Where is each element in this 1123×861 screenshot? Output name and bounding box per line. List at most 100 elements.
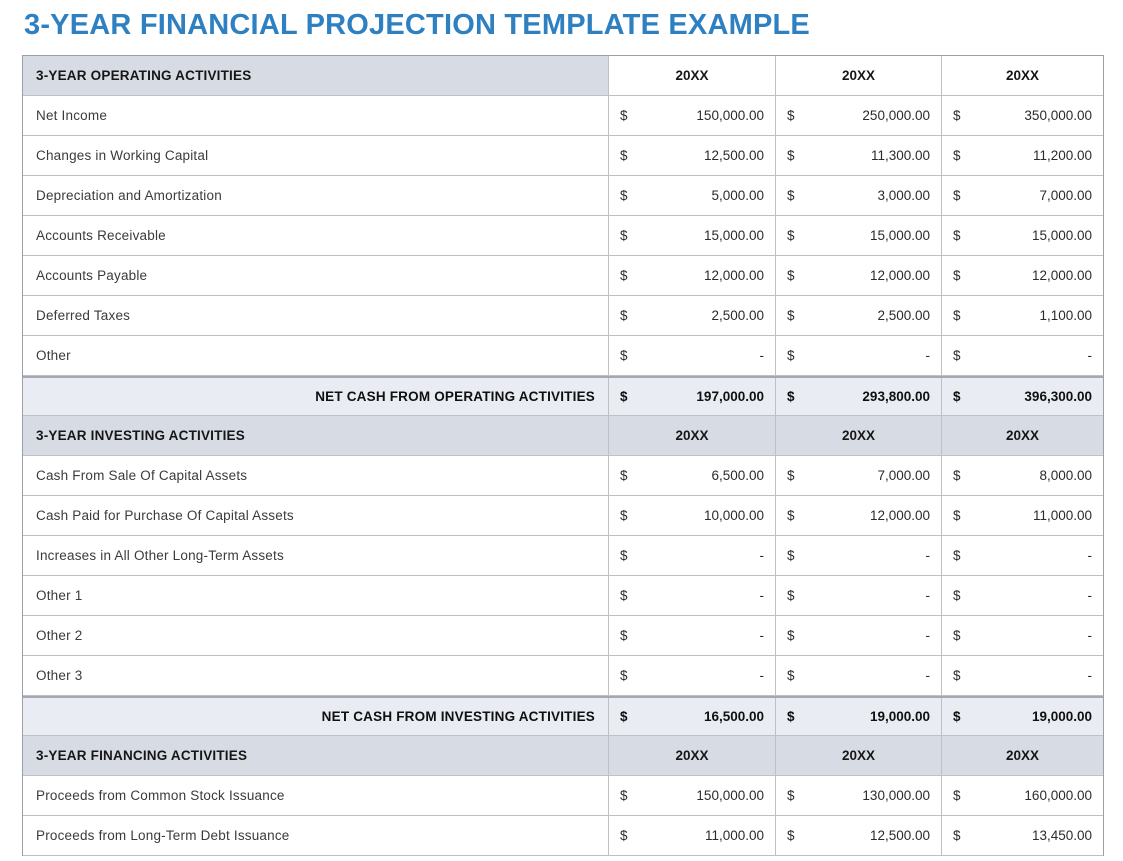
- section-header-label: 3-YEAR OPERATING ACTIVITIES: [23, 56, 609, 95]
- table-row: Accounts Payable $12,000.00 $12,000.00 $12,…: [23, 256, 1103, 296]
- amount-value: 12,500.00: [869, 828, 930, 843]
- value-cell: $12,000.00: [776, 256, 942, 295]
- currency-symbol: $: [787, 588, 795, 603]
- currency-symbol: $: [953, 389, 961, 404]
- value-cell: $7,000.00: [776, 456, 942, 495]
- row-label: Net Income: [23, 96, 609, 135]
- amount-value: 3,000.00: [877, 188, 930, 203]
- amount-value: 6,500.00: [711, 468, 764, 483]
- currency-symbol: $: [787, 228, 795, 243]
- currency-symbol: $: [787, 188, 795, 203]
- value-cell: $11,000.00: [942, 496, 1103, 535]
- currency-symbol: $: [620, 628, 628, 643]
- currency-symbol: $: [620, 268, 628, 283]
- value-cell: $15,000.00: [609, 216, 776, 255]
- currency-symbol: $: [953, 709, 961, 724]
- value-cell: $7,000.00: [942, 176, 1103, 215]
- row-label: Accounts Receivable: [23, 216, 609, 255]
- currency-symbol: $: [953, 308, 961, 323]
- value-cell: $1,100.00: [942, 296, 1103, 335]
- currency-symbol: $: [787, 468, 795, 483]
- row-label: Changes in Working Capital: [23, 136, 609, 175]
- value-cell: $150,000.00: [609, 96, 776, 135]
- amount-value: 150,000.00: [696, 788, 764, 803]
- row-label: Depreciation and Amortization: [23, 176, 609, 215]
- row-label: Proceeds from Long-Term Debt Issuance: [23, 816, 609, 855]
- value-cell: $12,000.00: [776, 496, 942, 535]
- amount-value: 5,000.00: [711, 188, 764, 203]
- row-label: Cash Paid for Purchase Of Capital Assets: [23, 496, 609, 535]
- total-amount-value: 396,300.00: [1024, 389, 1092, 404]
- currency-symbol: $: [787, 628, 795, 643]
- value-cell: $11,200.00: [942, 136, 1103, 175]
- value-cell: $15,000.00: [776, 216, 942, 255]
- amount-value: 11,300.00: [870, 148, 930, 163]
- amount-value: -: [925, 588, 931, 603]
- table-row: Changes in Working Capital $12,500.00 $11,…: [23, 136, 1103, 176]
- amount-value: 13,450.00: [1031, 828, 1092, 843]
- total-amount-value: 19,000.00: [1031, 709, 1092, 724]
- value-cell: $ -: [609, 656, 776, 695]
- amount-value: 12,000.00: [1031, 268, 1092, 283]
- value-cell: $12,500.00: [609, 136, 776, 175]
- currency-symbol: $: [620, 828, 628, 843]
- currency-symbol: $: [953, 348, 961, 363]
- currency-symbol: $: [620, 588, 628, 603]
- net-cash-total-label: NET CASH FROM INVESTING ACTIVITIES: [23, 698, 609, 735]
- total-amount-value: 19,000.00: [869, 709, 930, 724]
- amount-value: 160,000.00: [1024, 788, 1092, 803]
- total-amount-value: 293,800.00: [862, 389, 930, 404]
- table-row: Cash From Sale Of Capital Assets $6,500.0…: [23, 456, 1103, 496]
- currency-symbol: $: [620, 228, 628, 243]
- row-label: Increases in All Other Long-Term Assets: [23, 536, 609, 575]
- net-cash-total-row: NET CASH FROM OPERATING ACTIVITIES $197,0…: [23, 376, 1103, 416]
- value-cell: $2,500.00: [776, 296, 942, 335]
- amount-value: 7,000.00: [1039, 188, 1092, 203]
- amount-value: -: [759, 588, 765, 603]
- amount-value: 130,000.00: [862, 788, 930, 803]
- amount-value: 12,000.00: [869, 268, 930, 283]
- net-cash-total-label: NET CASH FROM OPERATING ACTIVITIES: [23, 378, 609, 415]
- currency-symbol: $: [953, 468, 961, 483]
- amount-value: 15,000.00: [703, 228, 764, 243]
- value-cell: $15,000.00: [942, 216, 1103, 255]
- table-row: Increases in All Other Long-Term Assets $…: [23, 536, 1103, 576]
- total-value-cell: $293,800.00: [776, 378, 942, 415]
- currency-symbol: $: [787, 709, 795, 724]
- currency-symbol: $: [787, 508, 795, 523]
- amount-value: -: [925, 548, 931, 563]
- row-label: Other: [23, 336, 609, 375]
- amount-value: 250,000.00: [862, 108, 930, 123]
- section-header-label: 3-YEAR FINANCING ACTIVITIES: [23, 736, 609, 775]
- row-label: Cash From Sale Of Capital Assets: [23, 456, 609, 495]
- total-value-cell: $19,000.00: [942, 698, 1103, 735]
- amount-value: -: [759, 548, 765, 563]
- amount-value: 1,100.00: [1039, 308, 1092, 323]
- table-row: Cash Paid for Purchase Of Capital Assets…: [23, 496, 1103, 536]
- year-column-header: 20XX: [942, 736, 1103, 775]
- total-amount-value: 16,500.00: [703, 709, 764, 724]
- value-cell: $ -: [942, 576, 1103, 615]
- amount-value: -: [759, 628, 765, 643]
- value-cell: $6,500.00: [609, 456, 776, 495]
- value-cell: $12,500.00: [776, 816, 942, 855]
- value-cell: $ -: [609, 336, 776, 375]
- amount-value: -: [759, 668, 765, 683]
- year-column-header: 20XX: [942, 416, 1103, 455]
- amount-value: -: [1087, 548, 1093, 563]
- row-label: Proceeds from Common Stock Issuance: [23, 776, 609, 815]
- value-cell: $11,000.00: [609, 816, 776, 855]
- amount-value: -: [1087, 628, 1093, 643]
- amount-value: -: [1087, 668, 1093, 683]
- value-cell: $ -: [609, 536, 776, 575]
- table-row: Other $ - $ - $ -: [23, 336, 1103, 376]
- year-column-header: 20XX: [609, 56, 776, 95]
- value-cell: $ -: [776, 336, 942, 375]
- currency-symbol: $: [787, 548, 795, 563]
- currency-symbol: $: [620, 148, 628, 163]
- currency-symbol: $: [620, 348, 628, 363]
- value-cell: $130,000.00: [776, 776, 942, 815]
- currency-symbol: $: [953, 588, 961, 603]
- section-header-row: 3-YEAR FINANCING ACTIVITIES 20XX 20XX 20XX: [23, 736, 1103, 776]
- currency-symbol: $: [620, 709, 628, 724]
